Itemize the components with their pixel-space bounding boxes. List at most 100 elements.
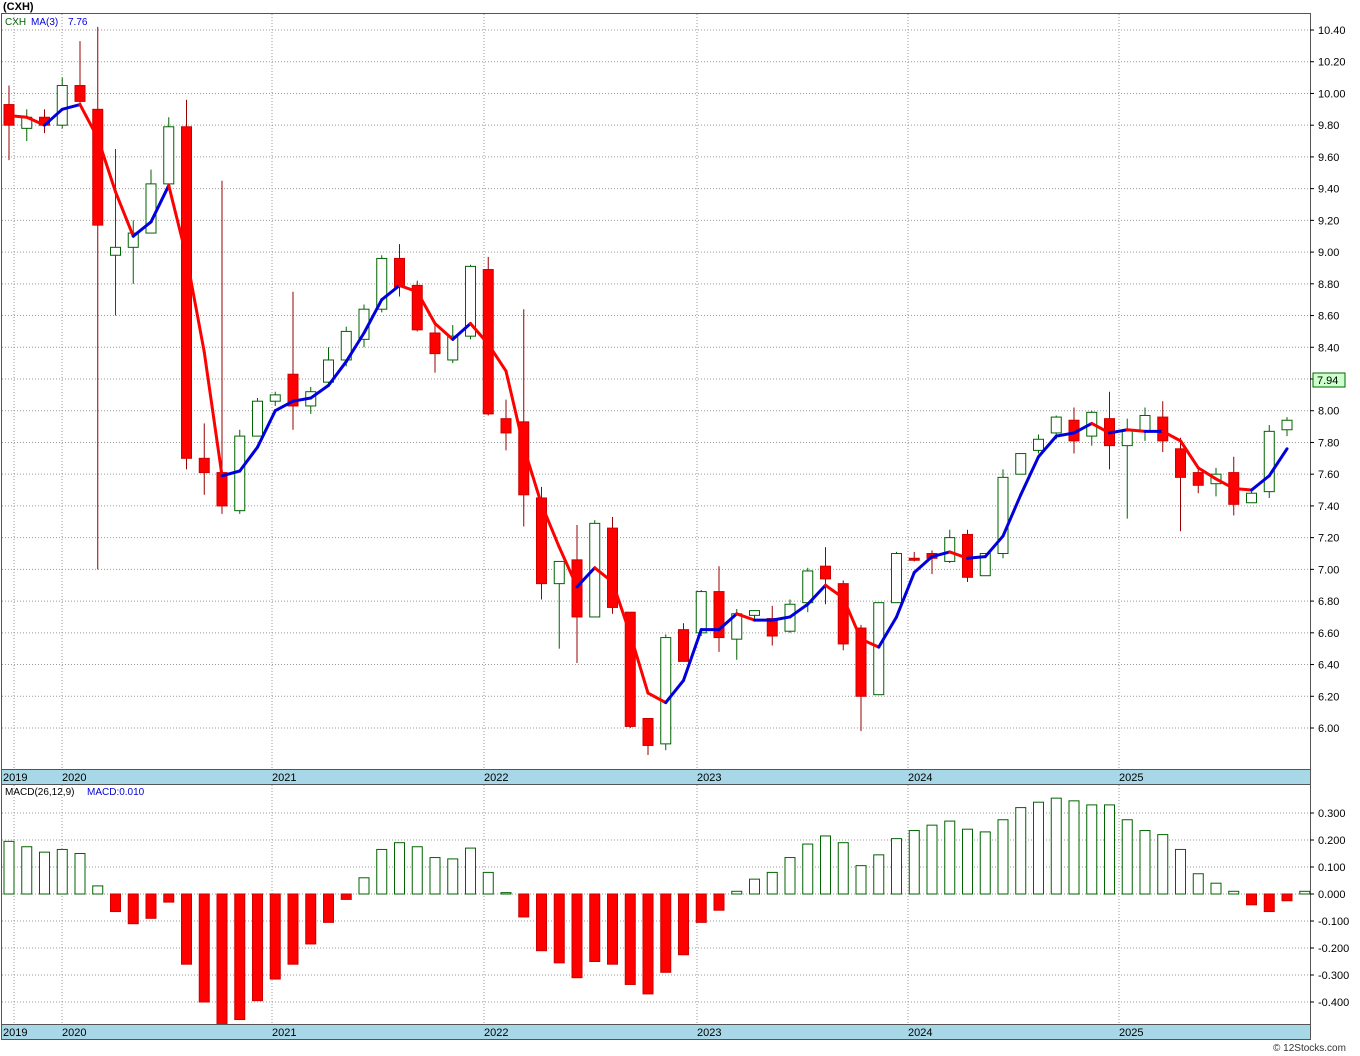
price-tick-label: 7.40 [1318, 501, 1339, 513]
candle-body [1121, 429, 1133, 447]
macd-bar [56, 848, 68, 895]
macd-y-axis: 0.300 0.200 0.100 0.000 -0.100 -0.200 -0.300 -0… [1310, 808, 1349, 1009]
macd-bar [1086, 804, 1098, 895]
macd-bar [1175, 848, 1186, 895]
macd-bar [837, 842, 849, 895]
price-tick-label: 9.00 [1318, 247, 1339, 259]
price-x-tick-label: 2023 [697, 772, 721, 784]
ma3-segment [469, 321, 490, 346]
macd-bar [411, 846, 423, 895]
legend-ma-value: 7.76 [68, 17, 88, 28]
price-grid [2, 14, 1310, 769]
macd-tick-label: -0.300 [1318, 970, 1349, 982]
watermark: © 12Stocks.com [1273, 1043, 1346, 1054]
candle-body [802, 570, 814, 604]
macd-bar [376, 848, 388, 895]
macd-bar [1192, 873, 1204, 895]
candle-body [1157, 416, 1169, 442]
macd-bar [181, 893, 192, 965]
ma3-segment [575, 566, 597, 589]
last-price-label: 7.94 [1317, 375, 1338, 387]
macd-bar [305, 893, 317, 945]
macd-bar [1299, 890, 1311, 895]
ma3-segment [1232, 486, 1253, 492]
price-tick-label: 6.80 [1318, 596, 1339, 608]
macd-bar [145, 893, 157, 919]
macd-tick-label: 0.000 [1318, 889, 1346, 901]
candle-body [110, 246, 121, 256]
macd-bar [269, 893, 281, 980]
candle-body [216, 472, 228, 507]
macd-bars [3, 797, 1311, 1030]
candle-body [536, 497, 547, 585]
ma3-segment [96, 136, 117, 194]
macd-bar [394, 842, 405, 895]
ma3-segment [415, 290, 437, 325]
candle-body [713, 591, 725, 639]
macd-bar [518, 893, 530, 918]
ma3-segment [1250, 474, 1271, 492]
macd-bar [607, 893, 618, 965]
legend-symbol: CXH [5, 17, 26, 28]
macd-bar [323, 893, 334, 923]
price-tick-label: 7.80 [1318, 437, 1339, 449]
ma3-segment [1019, 455, 1040, 497]
macd-tick-label: -0.100 [1318, 916, 1349, 928]
candle-body [678, 629, 689, 662]
candle-body [820, 565, 831, 580]
macd-label: MACD(26,12,9) [5, 787, 74, 798]
macd-bar [1033, 801, 1044, 895]
price-tick-label: 6.00 [1318, 723, 1339, 735]
macd-tick-label: 0.200 [1318, 835, 1346, 847]
ma3-segment [930, 550, 952, 559]
ma3-segment [824, 583, 845, 600]
macd-bar [3, 840, 15, 895]
price-tick-label: 9.60 [1318, 152, 1339, 164]
candle-body [571, 559, 583, 618]
macd-x-axis: 2019 2020 2021 2022 2023 2024 2025 [3, 1027, 1143, 1039]
ma3-segment [380, 283, 401, 302]
price-x-tick-label: 2019 [3, 772, 27, 784]
ma3-segment [398, 283, 419, 294]
macd-bar [536, 893, 547, 952]
price-x-tick-label: 2020 [62, 772, 86, 784]
macd-bar [287, 893, 299, 965]
price-tick-label: 7.20 [1318, 533, 1339, 545]
candle-body [1192, 472, 1204, 486]
price-tick-label: 9.40 [1318, 184, 1339, 196]
macd-bar [1121, 819, 1133, 895]
price-tick-label: 9.20 [1318, 215, 1339, 227]
macd-bar [340, 893, 352, 900]
macd-bar [695, 893, 707, 923]
macd-bar [731, 890, 743, 895]
candle-body [891, 553, 902, 604]
ma3-segment [859, 637, 881, 649]
macd-bar [74, 853, 86, 895]
macd-bar [1281, 893, 1293, 902]
ma3-segment [220, 469, 242, 478]
price-x-tick-label: 2022 [484, 772, 508, 784]
price-y-axis: 10.40 10.20 10.00 9.80 9.60 9.40 9.20 9.00 8.80 8… [1310, 25, 1346, 735]
candle-body [607, 527, 618, 608]
macd-bar [1139, 830, 1151, 895]
macd-bar [216, 893, 228, 1030]
candle-body [642, 717, 654, 746]
candle-body [1175, 448, 1186, 478]
macd-tick-label: 0.300 [1318, 808, 1346, 820]
macd-bar [891, 838, 902, 895]
candle-body [465, 265, 476, 337]
ma3-segment [43, 107, 64, 127]
macd-bar [127, 893, 139, 925]
macd-bar [163, 893, 175, 903]
macd-bar [926, 824, 938, 895]
macd-x-tick-label: 2023 [697, 1027, 721, 1039]
ma3-segment [1001, 493, 1023, 538]
ma3-segment [1196, 466, 1218, 481]
price-x-tick-label: 2021 [272, 772, 296, 784]
macd-bar [962, 828, 973, 895]
macd-tick-label: 0.100 [1318, 862, 1346, 874]
macd-bar [997, 819, 1009, 895]
macd-bar [482, 871, 494, 895]
candle-body [323, 359, 334, 383]
candle-body [252, 400, 263, 437]
